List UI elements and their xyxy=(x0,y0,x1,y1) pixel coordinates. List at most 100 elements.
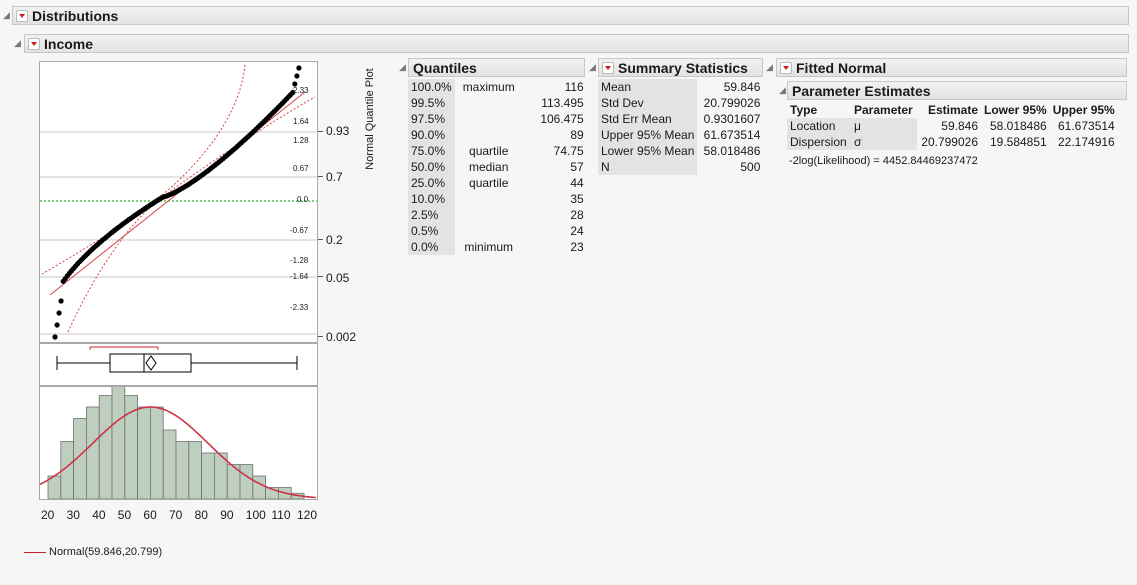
quantile-percent: 2.5% xyxy=(408,207,455,223)
prob-tick-0.93: 0.93 xyxy=(326,124,350,138)
quantile-row: 10.0% 35 xyxy=(408,191,587,207)
distributions-title: Distributions xyxy=(32,7,119,24)
summary-row: Upper 95% Mean 61.673514 xyxy=(598,127,763,143)
param-upper: 61.673514 xyxy=(1058,119,1115,133)
likelihood-text: -2log(Likelihood) = 4452.84469237472 xyxy=(789,155,978,167)
outlier-box-plot[interactable] xyxy=(39,343,318,386)
fitted-normal-header[interactable]: Fitted Normal xyxy=(776,58,1127,77)
summary-value: 500 xyxy=(740,160,761,174)
histogram-bar xyxy=(150,406,164,500)
summary-label: Upper 95% Mean xyxy=(598,127,698,143)
quantile-label xyxy=(455,191,523,207)
quantile-percent: 90.0% xyxy=(408,127,455,143)
histogram-x-tick: 50 xyxy=(117,508,132,522)
histogram-x-tick: 80 xyxy=(194,508,208,522)
quantile-points xyxy=(52,65,302,340)
histogram-x-tick: 90 xyxy=(220,508,234,522)
quantile-percent: 75.0% xyxy=(408,143,455,159)
quantile-value: 89 xyxy=(570,128,584,142)
quantile-label: median xyxy=(469,160,509,174)
histogram-x-tick: 120 xyxy=(297,508,318,522)
quantile-label: quartile xyxy=(469,144,509,158)
param-column-header: Estimate xyxy=(927,103,978,117)
normal-quantile-plot[interactable]: 2.33 1.64 1.28 0.67 0.0 -0.67 -1.28 -1.6… xyxy=(39,61,318,343)
quantile-row: 90.0% 89 xyxy=(408,127,587,143)
quantile-percent: 100.0% xyxy=(408,79,455,95)
summary-row: Std Dev 20.799026 xyxy=(598,95,763,111)
histogram-bar xyxy=(124,395,139,500)
summary-value: 58.018486 xyxy=(703,144,761,158)
histogram-x-tick: 110 xyxy=(271,508,291,522)
red-triangle-menu-icon[interactable] xyxy=(780,61,792,74)
quantile-value: 35 xyxy=(570,192,584,206)
legend-line-icon xyxy=(24,551,46,553)
histogram-x-tick: 60 xyxy=(143,508,157,522)
histogram-x-tick: 20 xyxy=(41,508,55,522)
quantile-point xyxy=(296,65,302,71)
red-triangle-menu-icon[interactable] xyxy=(602,61,614,74)
quantile-row: 100.0% maximum 116 xyxy=(408,79,587,95)
quantile-row: 99.5% 113.495 xyxy=(408,95,587,111)
summary-title: Summary Statistics xyxy=(618,59,748,76)
quantile-value: 24 xyxy=(570,224,584,238)
param-row: Location μ 59.846 58.018486 61.673514 xyxy=(787,118,1118,134)
quantile-label xyxy=(455,111,523,127)
quantile-row: 0.5% 24 xyxy=(408,223,587,239)
histogram[interactable] xyxy=(39,383,318,500)
param-estimate: 59.846 xyxy=(941,119,978,133)
nqp-tick-1.64: 1.64 xyxy=(293,117,309,126)
nqp-tick-0.67: 0.67 xyxy=(293,164,309,173)
disclosure-icon[interactable]: ◢ xyxy=(766,62,773,72)
histogram-canvas xyxy=(39,383,317,500)
quantile-row: 0.0% minimum 23 xyxy=(408,239,587,255)
disclosure-icon[interactable]: ◢ xyxy=(399,62,406,72)
summary-statistics-header[interactable]: Summary Statistics xyxy=(598,58,763,77)
normal-quantile-plot-canvas xyxy=(40,63,317,340)
summary-row: Std Err Mean 0.9301607 xyxy=(598,111,763,127)
quantile-percent: 10.0% xyxy=(408,191,455,207)
nqp-tick-neg1.28: -1.28 xyxy=(290,256,309,265)
prob-tick-0.2: 0.2 xyxy=(326,233,343,247)
param-estimate: 20.799026 xyxy=(921,135,978,149)
quantile-value: 74.75 xyxy=(553,144,584,158)
quantile-point xyxy=(294,73,300,79)
histogram-bar xyxy=(188,441,203,500)
summary-value: 59.846 xyxy=(723,80,761,94)
quantile-value: 44 xyxy=(570,176,584,190)
quantile-value: 57 xyxy=(570,160,584,174)
param-header-row: Type Parameter Estimate Lower 95% Upper 95% xyxy=(787,102,1118,118)
histogram-bar xyxy=(201,452,215,500)
disclosure-icon[interactable]: ◢ xyxy=(3,10,10,20)
income-title: Income xyxy=(44,35,94,52)
summary-row: Mean 59.846 xyxy=(598,79,763,95)
quantile-row: 75.0% quartile 74.75 xyxy=(408,143,587,159)
income-header[interactable]: Income xyxy=(24,34,1129,53)
red-triangle-menu-icon[interactable] xyxy=(28,37,40,50)
parameter-estimates-header[interactable]: Parameter Estimates xyxy=(787,81,1127,100)
nqp-tick-0.0: 0.0 xyxy=(297,195,309,204)
quantile-value: 23 xyxy=(570,240,584,254)
parameter-estimates-table: Type Parameter Estimate Lower 95% Upper 95% L… xyxy=(787,102,1118,150)
param-column-header: Upper 95% xyxy=(1052,103,1115,117)
distributions-header[interactable]: Distributions xyxy=(12,6,1129,25)
histogram-x-tick: 30 xyxy=(66,508,80,522)
quantile-label xyxy=(455,223,523,239)
histogram-bar xyxy=(98,395,113,500)
quantile-label: minimum xyxy=(464,240,514,254)
histogram-x-tick: 100 xyxy=(245,508,266,522)
quantile-value: 28 xyxy=(570,208,584,222)
summary-label: Std Dev xyxy=(598,95,698,111)
disclosure-icon[interactable]: ◢ xyxy=(779,85,786,95)
nqp-tick-neg2.33: -2.33 xyxy=(290,303,309,312)
normal-fit-curve xyxy=(39,406,317,499)
quantile-row: 97.5% 106.475 xyxy=(408,111,587,127)
quantile-point xyxy=(52,334,58,340)
disclosure-icon[interactable]: ◢ xyxy=(14,38,21,48)
disclosure-icon[interactable]: ◢ xyxy=(589,62,596,72)
fit-legend[interactable]: Normal(59.846,20.799) xyxy=(24,546,162,558)
quantile-percent: 97.5% xyxy=(408,111,455,127)
histogram-bar xyxy=(162,429,177,500)
red-triangle-menu-icon[interactable] xyxy=(16,9,28,22)
quantiles-header[interactable]: Quantiles xyxy=(408,58,585,77)
param-title: Parameter Estimates xyxy=(792,82,931,99)
